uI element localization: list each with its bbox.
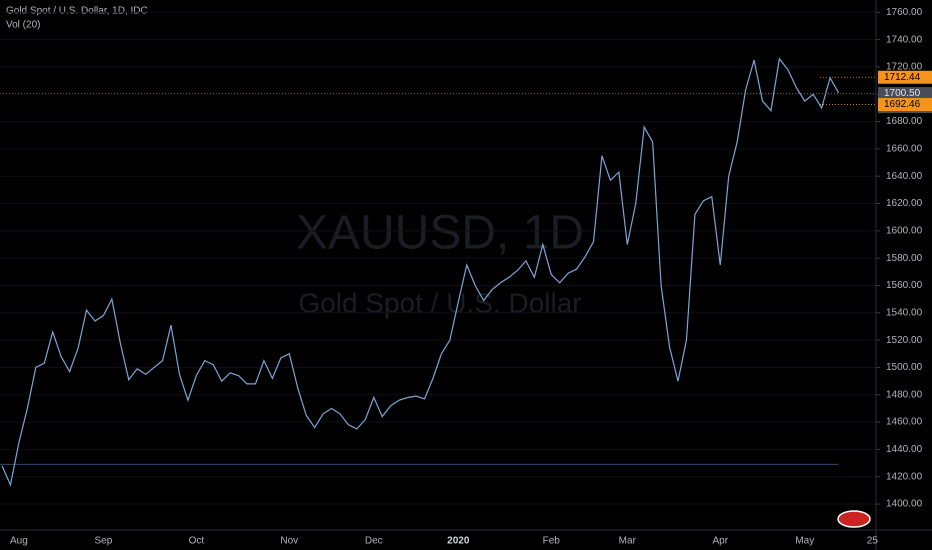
price-label-box bbox=[878, 70, 932, 84]
y-tick-label: 1740.00 bbox=[886, 34, 923, 45]
y-tick-label: 1640.00 bbox=[886, 171, 923, 182]
y-tick-label: 1600.00 bbox=[886, 225, 923, 236]
price-label-box bbox=[878, 87, 932, 101]
price-label: 1712.44 bbox=[884, 72, 921, 83]
price-label: 1700.50 bbox=[884, 88, 921, 99]
watermark-symbol: XAUUSD, 1D bbox=[296, 207, 584, 260]
y-tick-label: 1620.00 bbox=[886, 198, 923, 209]
y-tick-label: 1560.00 bbox=[886, 280, 923, 291]
y-tick-label: 1660.00 bbox=[886, 144, 923, 155]
y-tick-label: 1400.00 bbox=[886, 499, 923, 510]
watermark-name: Gold Spot / U.S. Dollar bbox=[298, 287, 581, 318]
y-tick-label: 1580.00 bbox=[886, 253, 923, 264]
y-tick-label: 1460.00 bbox=[886, 417, 923, 428]
logo-icon bbox=[837, 510, 871, 528]
chart-title: Gold Spot / U.S. Dollar, 1D, IDC bbox=[6, 6, 148, 17]
x-tick-label: Feb bbox=[543, 536, 561, 547]
x-tick-label: Nov bbox=[280, 536, 298, 547]
x-tick-label: 2020 bbox=[447, 536, 470, 547]
x-tick-label: Dec bbox=[365, 536, 383, 547]
y-tick-label: 1540.00 bbox=[886, 307, 923, 318]
y-tick-label: 1480.00 bbox=[886, 389, 923, 400]
y-tick-label: 1720.00 bbox=[886, 62, 923, 73]
price-label: 1692.46 bbox=[884, 99, 921, 110]
y-tick-label: 1680.00 bbox=[886, 116, 923, 127]
price-line bbox=[1, 57, 840, 487]
x-tick-label: Apr bbox=[712, 536, 728, 547]
x-tick-label: May bbox=[795, 536, 814, 547]
x-tick-label: Mar bbox=[619, 536, 637, 547]
y-tick-label: 1760.00 bbox=[886, 7, 923, 18]
x-tick-label: Aug bbox=[10, 536, 28, 547]
y-tick-label: 1440.00 bbox=[886, 444, 923, 455]
y-tick-label: 1420.00 bbox=[886, 471, 923, 482]
y-tick-label: 1520.00 bbox=[886, 335, 923, 346]
price-label-box bbox=[878, 98, 932, 112]
x-tick-label: Oct bbox=[189, 536, 205, 547]
x-tick-label: Sep bbox=[95, 536, 113, 547]
y-tick-label: 1500.00 bbox=[886, 362, 923, 373]
indicator-label: Vol (20) bbox=[6, 20, 40, 31]
x-tick-label: 25 bbox=[867, 536, 879, 547]
